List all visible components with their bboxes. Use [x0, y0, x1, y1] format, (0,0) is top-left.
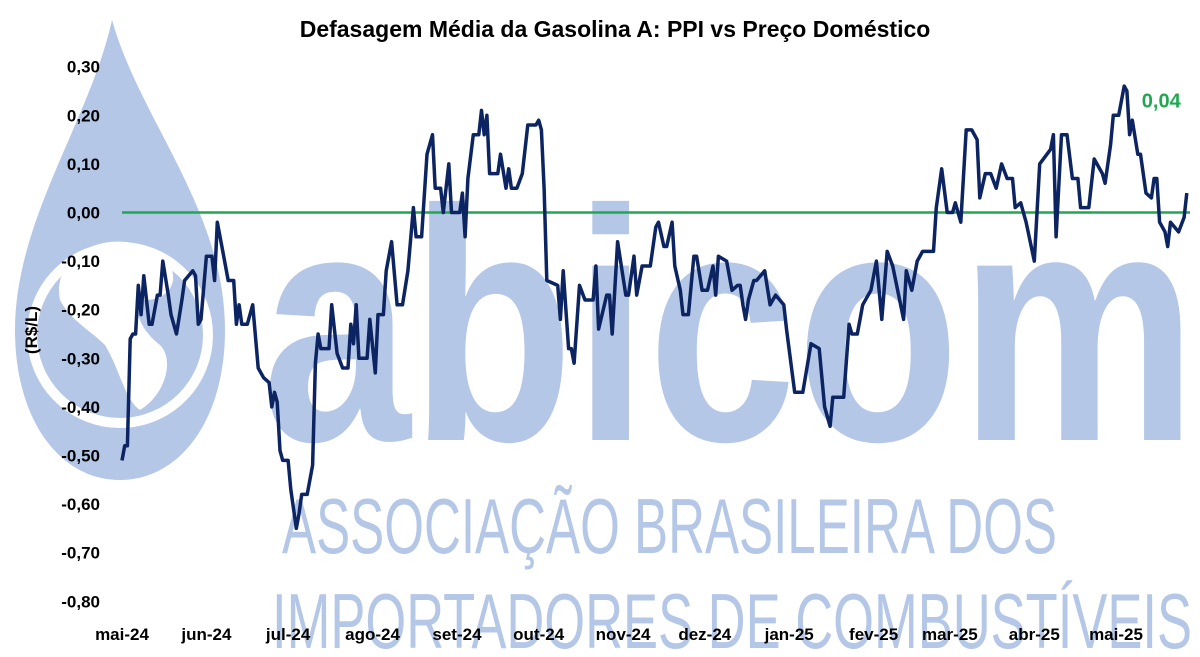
x-tick-label: jan-25 — [764, 625, 814, 644]
x-tick-label: mai-25 — [1089, 625, 1143, 644]
x-tick-label: fev-25 — [849, 625, 898, 644]
series-points — [121, 86, 1187, 529]
y-tick-label: -0,40 — [61, 398, 100, 417]
y-tick-label: -0,60 — [61, 495, 100, 514]
x-tick-label: ago-24 — [345, 625, 400, 644]
watermark-line2: IMPORTADORES DE COMBUSTÍVEIS — [272, 577, 1192, 657]
y-tick-label: 0,20 — [67, 106, 100, 125]
series-line — [120, 84, 1189, 531]
abicom-watermark: abicom ASSOCIAÇÃO BRASILEIRA DOS IMPORTA… — [15, 20, 1197, 657]
x-tick-label: set-24 — [432, 625, 482, 644]
y-tick-label: -0,10 — [61, 252, 100, 271]
x-tick-label: nov-24 — [596, 625, 651, 644]
x-tick-label: out-24 — [513, 625, 565, 644]
y-tick-label: -0,70 — [61, 544, 100, 563]
y-axis-label: (R$/L) — [22, 306, 41, 354]
x-tick-label: mai-24 — [95, 625, 149, 644]
x-tick-label: mar-25 — [922, 625, 978, 644]
x-axis-ticks: mai-24 jun-24 jul-24 ago-24 set-24 out-24 nov-… — [95, 625, 1143, 644]
y-tick-label: -0,50 — [61, 447, 100, 466]
x-tick-label: jul-24 — [265, 625, 311, 644]
y-tick-label: 0,10 — [67, 155, 100, 174]
y-tick-label: -0,30 — [61, 349, 100, 368]
y-tick-label: 0,30 — [67, 58, 100, 77]
x-tick-label: abr-25 — [1009, 625, 1060, 644]
watermark-line1: ASSOCIAÇÃO BRASILEIRA DOS — [282, 482, 1057, 570]
y-tick-label: -0,20 — [61, 301, 100, 320]
chart-title: Defasagem Média da Gasolina A: PPI vs Pr… — [300, 16, 931, 42]
x-tick-label: dez-24 — [678, 625, 731, 644]
y-axis-ticks: 0,30 0,20 0,10 0,00 -0,10 -0,20 -0,30 -0,40 -0,5… — [61, 58, 100, 612]
x-tick-label: jun-24 — [180, 625, 232, 644]
y-tick-label: 0,00 — [67, 204, 100, 223]
watermark-logo-text: abicom — [262, 141, 1197, 510]
y-tick-label: -0,80 — [61, 592, 100, 611]
last-value-label: 0,04 — [1142, 91, 1182, 113]
